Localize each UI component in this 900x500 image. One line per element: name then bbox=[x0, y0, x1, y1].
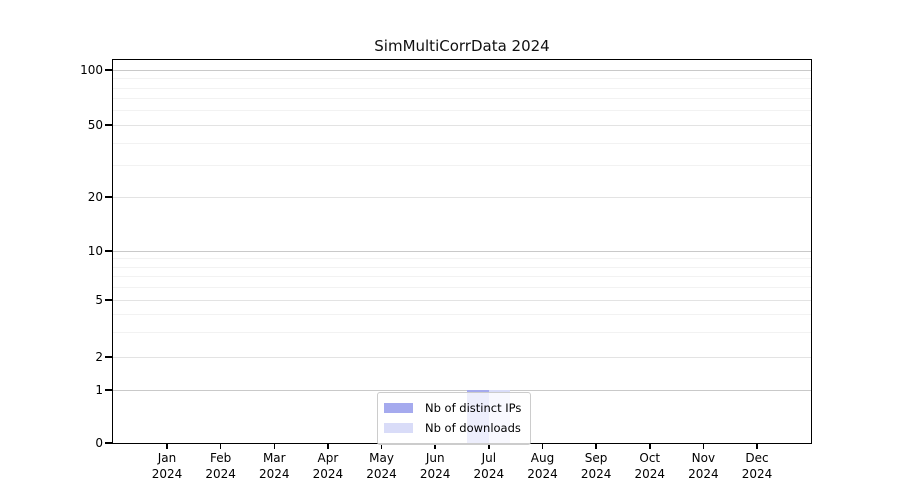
x-tick-label-year: 2024 bbox=[688, 467, 719, 481]
x-tick-mark bbox=[595, 444, 597, 449]
y-tick-mark bbox=[105, 69, 112, 71]
x-tick-label: Jan 2024 bbox=[137, 450, 197, 482]
legend: Nb of distinct IPs Nb of downloads bbox=[377, 392, 532, 445]
x-tick-label-year: 2024 bbox=[258, 467, 290, 481]
y-tick-label: 50 bbox=[87, 118, 103, 132]
x-tick-label-year: 2024 bbox=[366, 467, 397, 481]
gridline-major bbox=[113, 300, 811, 301]
gridline-minor bbox=[113, 88, 811, 89]
x-tick-label: Oct 2024 bbox=[620, 450, 680, 482]
x-tick-label-month: Oct bbox=[639, 451, 661, 465]
x-tick-mark bbox=[166, 444, 168, 449]
x-tick-label: Jul 2024 bbox=[459, 450, 519, 482]
x-tick-label-year: 2024 bbox=[634, 467, 666, 481]
chart-title: SimMultiCorrData 2024 bbox=[374, 37, 550, 55]
x-tick-label-month: Feb bbox=[210, 451, 232, 465]
legend-row: Nb of downloads bbox=[384, 419, 521, 437]
x-tick-label-year: 2024 bbox=[151, 467, 183, 481]
x-tick-label: Apr 2024 bbox=[298, 450, 358, 482]
x-tick-mark bbox=[649, 444, 651, 449]
x-tick-label: Aug 2024 bbox=[512, 450, 572, 482]
gridline-minor bbox=[113, 143, 811, 144]
x-tick-label-year: 2024 bbox=[580, 467, 612, 481]
y-tick-mark bbox=[105, 124, 112, 126]
y-tick-mark bbox=[105, 356, 112, 358]
x-tick-label-month: Dec bbox=[745, 451, 769, 465]
x-tick-label: Jun 2024 bbox=[405, 450, 465, 482]
gridline-major bbox=[113, 251, 811, 252]
y-tick-label: 10 bbox=[87, 244, 103, 258]
gridline-minor bbox=[113, 287, 811, 288]
x-tick-mark bbox=[702, 444, 705, 449]
y-tick-mark bbox=[105, 250, 112, 252]
x-tick-label-month: May bbox=[369, 451, 394, 465]
x-tick-mark bbox=[327, 444, 329, 449]
x-tick-label: May 2024 bbox=[352, 450, 412, 482]
x-tick-mark bbox=[380, 444, 383, 449]
legend-label: Nb of downloads bbox=[425, 421, 521, 435]
x-tick-label: Mar 2024 bbox=[244, 450, 304, 482]
x-tick-label-year: 2024 bbox=[473, 467, 505, 481]
gridline-minor bbox=[113, 332, 811, 333]
x-tick-label-month: Jan bbox=[157, 451, 177, 465]
x-tick-mark bbox=[488, 444, 490, 449]
x-tick-label-month: Aug bbox=[530, 451, 555, 465]
gridline-major bbox=[113, 197, 811, 198]
gridline-minor bbox=[113, 276, 811, 277]
x-tick-mark bbox=[434, 444, 436, 449]
y-tick-label: 100 bbox=[80, 63, 103, 77]
x-tick-label: Sep 2024 bbox=[566, 450, 626, 482]
gridline-major bbox=[113, 125, 811, 126]
y-tick-mark bbox=[105, 442, 112, 444]
y-tick-mark bbox=[105, 299, 112, 301]
x-tick-label-month: Sep bbox=[584, 451, 608, 465]
gridline-minor bbox=[113, 267, 811, 268]
x-tick-mark bbox=[541, 444, 544, 449]
gridline-minor bbox=[113, 258, 811, 259]
x-tick-label-month: Nov bbox=[691, 451, 716, 465]
gridline-minor bbox=[113, 110, 811, 111]
x-tick-label-month: Jun bbox=[425, 451, 445, 465]
gridline-minor bbox=[113, 165, 811, 166]
y-tick-label: 2 bbox=[95, 350, 103, 364]
y-tick-mark bbox=[105, 196, 112, 198]
y-tick-mark bbox=[105, 389, 112, 391]
x-tick-label-year: 2024 bbox=[527, 467, 558, 481]
y-tick-label: 20 bbox=[87, 190, 103, 204]
y-tick-label: 1 bbox=[95, 383, 103, 397]
plot-area: Nb of distinct IPs Nb of downloads bbox=[113, 60, 811, 445]
gridline-major bbox=[113, 357, 811, 358]
x-tick-label-year: 2024 bbox=[312, 467, 344, 481]
x-tick-label-year: 2024 bbox=[741, 467, 773, 481]
legend-swatch bbox=[384, 423, 413, 433]
x-tick-mark bbox=[756, 444, 758, 449]
x-tick-label-month: Mar bbox=[262, 451, 286, 465]
gridline-major bbox=[113, 390, 811, 391]
legend-label: Nb of distinct IPs bbox=[425, 401, 522, 415]
y-tick-label: 0 bbox=[95, 436, 103, 450]
x-tick-label: Nov 2024 bbox=[673, 450, 733, 482]
x-tick-label: Feb 2024 bbox=[191, 450, 251, 482]
x-tick-label-year: 2024 bbox=[205, 467, 236, 481]
legend-swatch bbox=[384, 403, 413, 413]
x-tick-mark bbox=[219, 444, 222, 449]
x-tick-mark bbox=[273, 444, 276, 449]
x-tick-label-year: 2024 bbox=[419, 467, 451, 481]
legend-row: Nb of distinct IPs bbox=[384, 399, 521, 417]
x-tick-label-month: Apr bbox=[317, 451, 339, 465]
gridline-minor bbox=[113, 78, 811, 79]
y-tick-label: 5 bbox=[95, 293, 103, 307]
x-tick-label: Dec 2024 bbox=[727, 450, 787, 482]
gridline-minor bbox=[113, 98, 811, 99]
gridline-major bbox=[113, 70, 811, 71]
x-tick-label-month: Jul bbox=[481, 451, 497, 465]
gridline-minor bbox=[113, 314, 811, 315]
